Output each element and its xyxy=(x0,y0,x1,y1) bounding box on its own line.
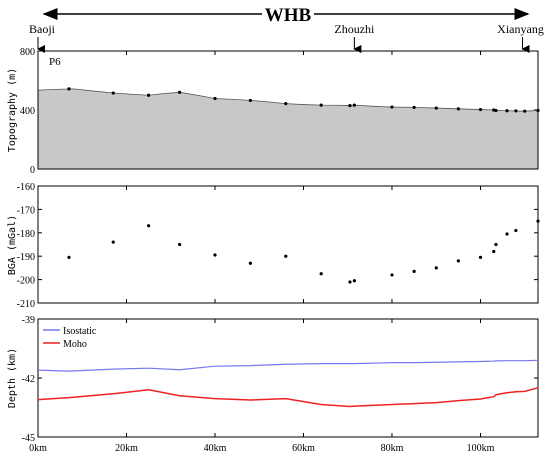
station-point xyxy=(456,107,460,111)
station-point xyxy=(319,103,323,107)
isostatic-line xyxy=(37,359,539,372)
y-tick-label: -39 xyxy=(22,315,35,326)
station-point xyxy=(111,91,115,95)
station-point xyxy=(505,109,509,113)
bga-point xyxy=(111,240,115,244)
station-point xyxy=(248,98,252,103)
bga-point xyxy=(456,259,460,263)
station-point xyxy=(390,105,394,109)
bga-point xyxy=(494,242,498,247)
bga-point xyxy=(352,279,356,283)
station-point xyxy=(213,96,217,101)
x-tick-label: 40km xyxy=(204,443,227,454)
bga-point xyxy=(434,266,438,270)
station-point xyxy=(523,109,527,113)
y-tick-label: -200 xyxy=(17,276,35,287)
bga-point xyxy=(319,272,323,276)
panel-frame xyxy=(37,318,539,438)
bga-point xyxy=(213,253,217,257)
station-point xyxy=(514,109,518,113)
bga-point xyxy=(412,269,416,274)
panel-frame xyxy=(37,185,539,304)
bga-point xyxy=(348,280,352,284)
bga-point xyxy=(67,255,71,259)
panel-label-p6: P6 xyxy=(49,56,61,68)
location-label: Baoji xyxy=(29,22,56,36)
legend-label: Moho xyxy=(63,339,87,350)
y-tick-label: -190 xyxy=(17,252,35,263)
location-markers: Baoji Zhouzhi Xianyang xyxy=(29,22,544,53)
station-point xyxy=(478,107,483,112)
x-tick-label: 0km xyxy=(29,443,47,454)
topography-area xyxy=(38,88,538,169)
station-point xyxy=(177,90,182,94)
topography-panel: 0 400 800 xyxy=(20,47,540,176)
bga-point xyxy=(248,261,252,265)
moho-line xyxy=(37,387,539,408)
bga-point xyxy=(478,255,483,259)
depth-ylabel: Depth (km) xyxy=(7,348,18,408)
x-tick-label: 80km xyxy=(381,443,404,454)
bga-ylabel: BGA (mGal) xyxy=(7,215,18,275)
bga-point xyxy=(284,254,288,258)
topography-line xyxy=(37,88,539,112)
bga-point xyxy=(514,228,518,233)
bga-point xyxy=(492,249,496,254)
topography-ylabel: Topography (m) xyxy=(7,68,18,152)
header-title: WHB xyxy=(265,5,312,26)
y-tick-label: -210 xyxy=(17,299,35,310)
x-tick-label: 100km xyxy=(467,443,495,454)
bga-point xyxy=(177,242,182,247)
y-tick-label: -42 xyxy=(22,374,35,385)
bga-point xyxy=(147,224,151,228)
depth-panel: -39 -42 -45 Isostatic Moho 0km 20km 40km 60km 80k… xyxy=(22,315,539,454)
station-point xyxy=(494,108,498,113)
station-point xyxy=(352,103,356,107)
bga-panel: -160 -170 -180 -190 -200 -210 xyxy=(17,182,540,310)
station-point xyxy=(348,103,352,108)
y-tick-label: 800 xyxy=(20,47,35,58)
x-tick-label: 60km xyxy=(292,443,315,454)
station-point xyxy=(434,106,438,110)
y-tick-label: -170 xyxy=(17,205,35,216)
station-point xyxy=(67,87,71,91)
y-tick-label: 400 xyxy=(20,106,35,117)
y-tick-label: -160 xyxy=(17,182,35,193)
location-label: Zhouzhi xyxy=(334,22,375,36)
bga-point xyxy=(505,232,509,236)
station-point xyxy=(147,93,151,97)
station-point xyxy=(284,102,288,106)
bga-point xyxy=(390,273,394,277)
x-tick-label: 20km xyxy=(115,443,138,454)
bga-point xyxy=(536,219,540,223)
station-point xyxy=(412,105,416,109)
y-tick-label: 0 xyxy=(30,165,35,176)
panel-frame-top xyxy=(37,50,539,170)
legend-label: Isostatic xyxy=(63,326,97,337)
y-tick-label: -180 xyxy=(17,229,35,240)
y-tick-label: -45 xyxy=(22,433,35,444)
location-label: Xianyang xyxy=(497,22,544,36)
